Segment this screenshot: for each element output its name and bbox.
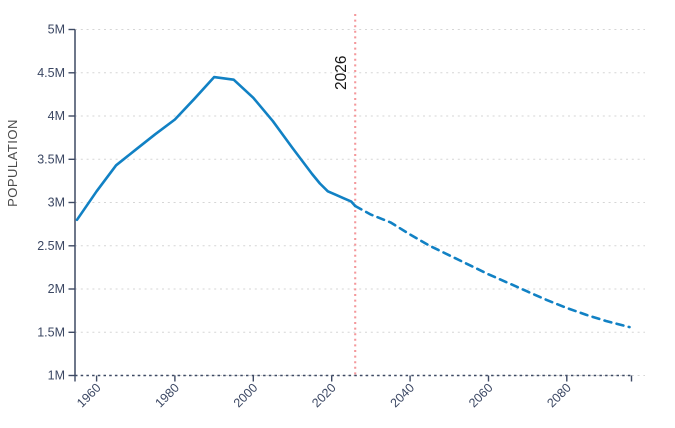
y-tick-label: 4.5M [37,66,65,80]
x-tick-label: 2020 [309,381,339,411]
x-tick-label: 1980 [152,381,182,411]
y-tick-label: 5M [48,23,65,37]
chart-plot-area: 2026 1M 1.5M 2M 2.5M 3M 3.5M 4M 4.5M 5M 1960 1980 20… [37,14,645,410]
forecast-year-label: 2026 [333,56,350,90]
y-axis-title: POPULATION [5,119,20,207]
historical-series-line [75,75,357,222]
x-tick-label: 2040 [388,381,418,411]
x-tick-label: 2060 [466,381,496,411]
y-tick-label: 2M [48,282,65,296]
y-tick-label: 1M [48,369,65,383]
y-tick-label: 4M [48,109,65,123]
y-tick-label: 3M [48,196,65,210]
projected-series-line [353,204,631,329]
y-tick-label: 1.5M [37,325,65,339]
x-tick-label: 1960 [74,381,104,411]
y-tick-label: 2.5M [37,239,65,253]
x-tick-label: 2000 [231,381,261,411]
x-tick-label: 2080 [544,381,574,411]
y-tick-label: 3.5M [37,152,65,166]
